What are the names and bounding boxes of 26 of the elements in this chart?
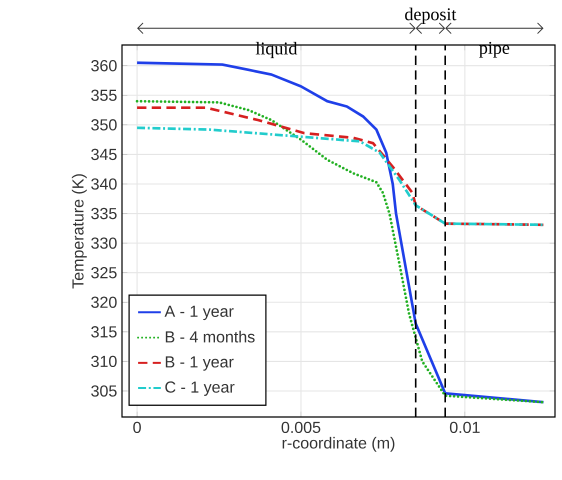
y-tick-label: 320	[91, 296, 117, 308]
annotation: pipe	[479, 42, 510, 58]
y-tick-label: 305	[91, 385, 117, 397]
y-tick-label: 360	[91, 60, 117, 72]
line-series	[136, 126, 545, 226]
x-tick-label: 0.01	[450, 422, 480, 434]
y-tick-label: 310	[91, 356, 117, 368]
y-axis-title: Temperature (K)	[72, 174, 87, 288]
y-tick-label: 340	[91, 178, 117, 190]
y-tick-label: 350	[91, 119, 117, 130]
legend-label: C - 1 year	[165, 381, 234, 396]
text: deposit	[405, 8, 456, 24]
annotation: liquid	[256, 42, 298, 58]
line-series	[136, 106, 545, 226]
x-tick-label: 0	[133, 422, 141, 434]
y-tick-label: 355	[91, 90, 117, 101]
x-tick-label: 0.005	[282, 422, 320, 434]
y-tick-label: 330	[91, 237, 117, 249]
y-tick-label: 335	[91, 208, 117, 220]
legend-label: B - 4 months	[166, 330, 255, 343]
legend-label: B - 1 year	[166, 356, 234, 371]
y-tick-label: 325	[91, 267, 117, 278]
legend-label: A - 1 year	[164, 306, 234, 320]
y-tick-label: 315	[91, 326, 117, 338]
y-tick-label: 345	[91, 148, 117, 160]
x-axis-title: r-coordinate (m)	[282, 436, 394, 452]
